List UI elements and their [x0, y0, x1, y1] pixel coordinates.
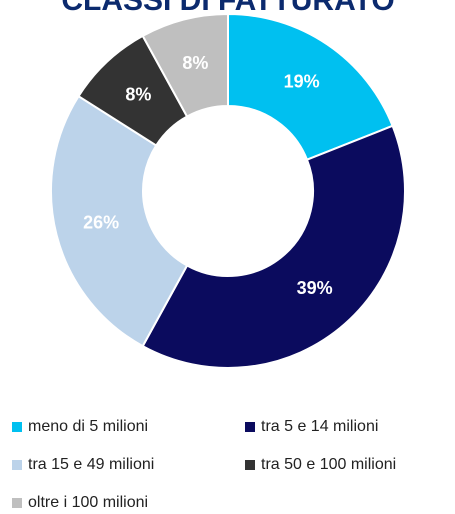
legend-swatch [245, 422, 255, 432]
legend-label: tra 5 e 14 milioni [261, 418, 378, 435]
legend-label: tra 50 e 100 milioni [261, 456, 396, 473]
donut-slice [141, 124, 406, 369]
legend-label: tra 15 e 49 milioni [28, 456, 154, 473]
donut-slice [227, 12, 394, 162]
legend-swatch [12, 460, 22, 470]
chart-title: CLASSI DI FATTURATO [61, 0, 394, 17]
donut-slice [50, 94, 189, 348]
data-label: 19% [284, 71, 320, 91]
data-label: 26% [83, 212, 119, 232]
donut-slice [141, 12, 229, 118]
legend-swatch [245, 460, 255, 470]
legend-label: meno di 5 milioni [28, 418, 148, 435]
legend-swatch [12, 422, 22, 432]
legend-label: oltre i 100 milioni [28, 494, 148, 511]
data-label: 8% [125, 84, 151, 104]
data-label: 39% [297, 278, 333, 298]
data-label: 8% [182, 53, 208, 73]
legend-swatch [12, 498, 22, 508]
